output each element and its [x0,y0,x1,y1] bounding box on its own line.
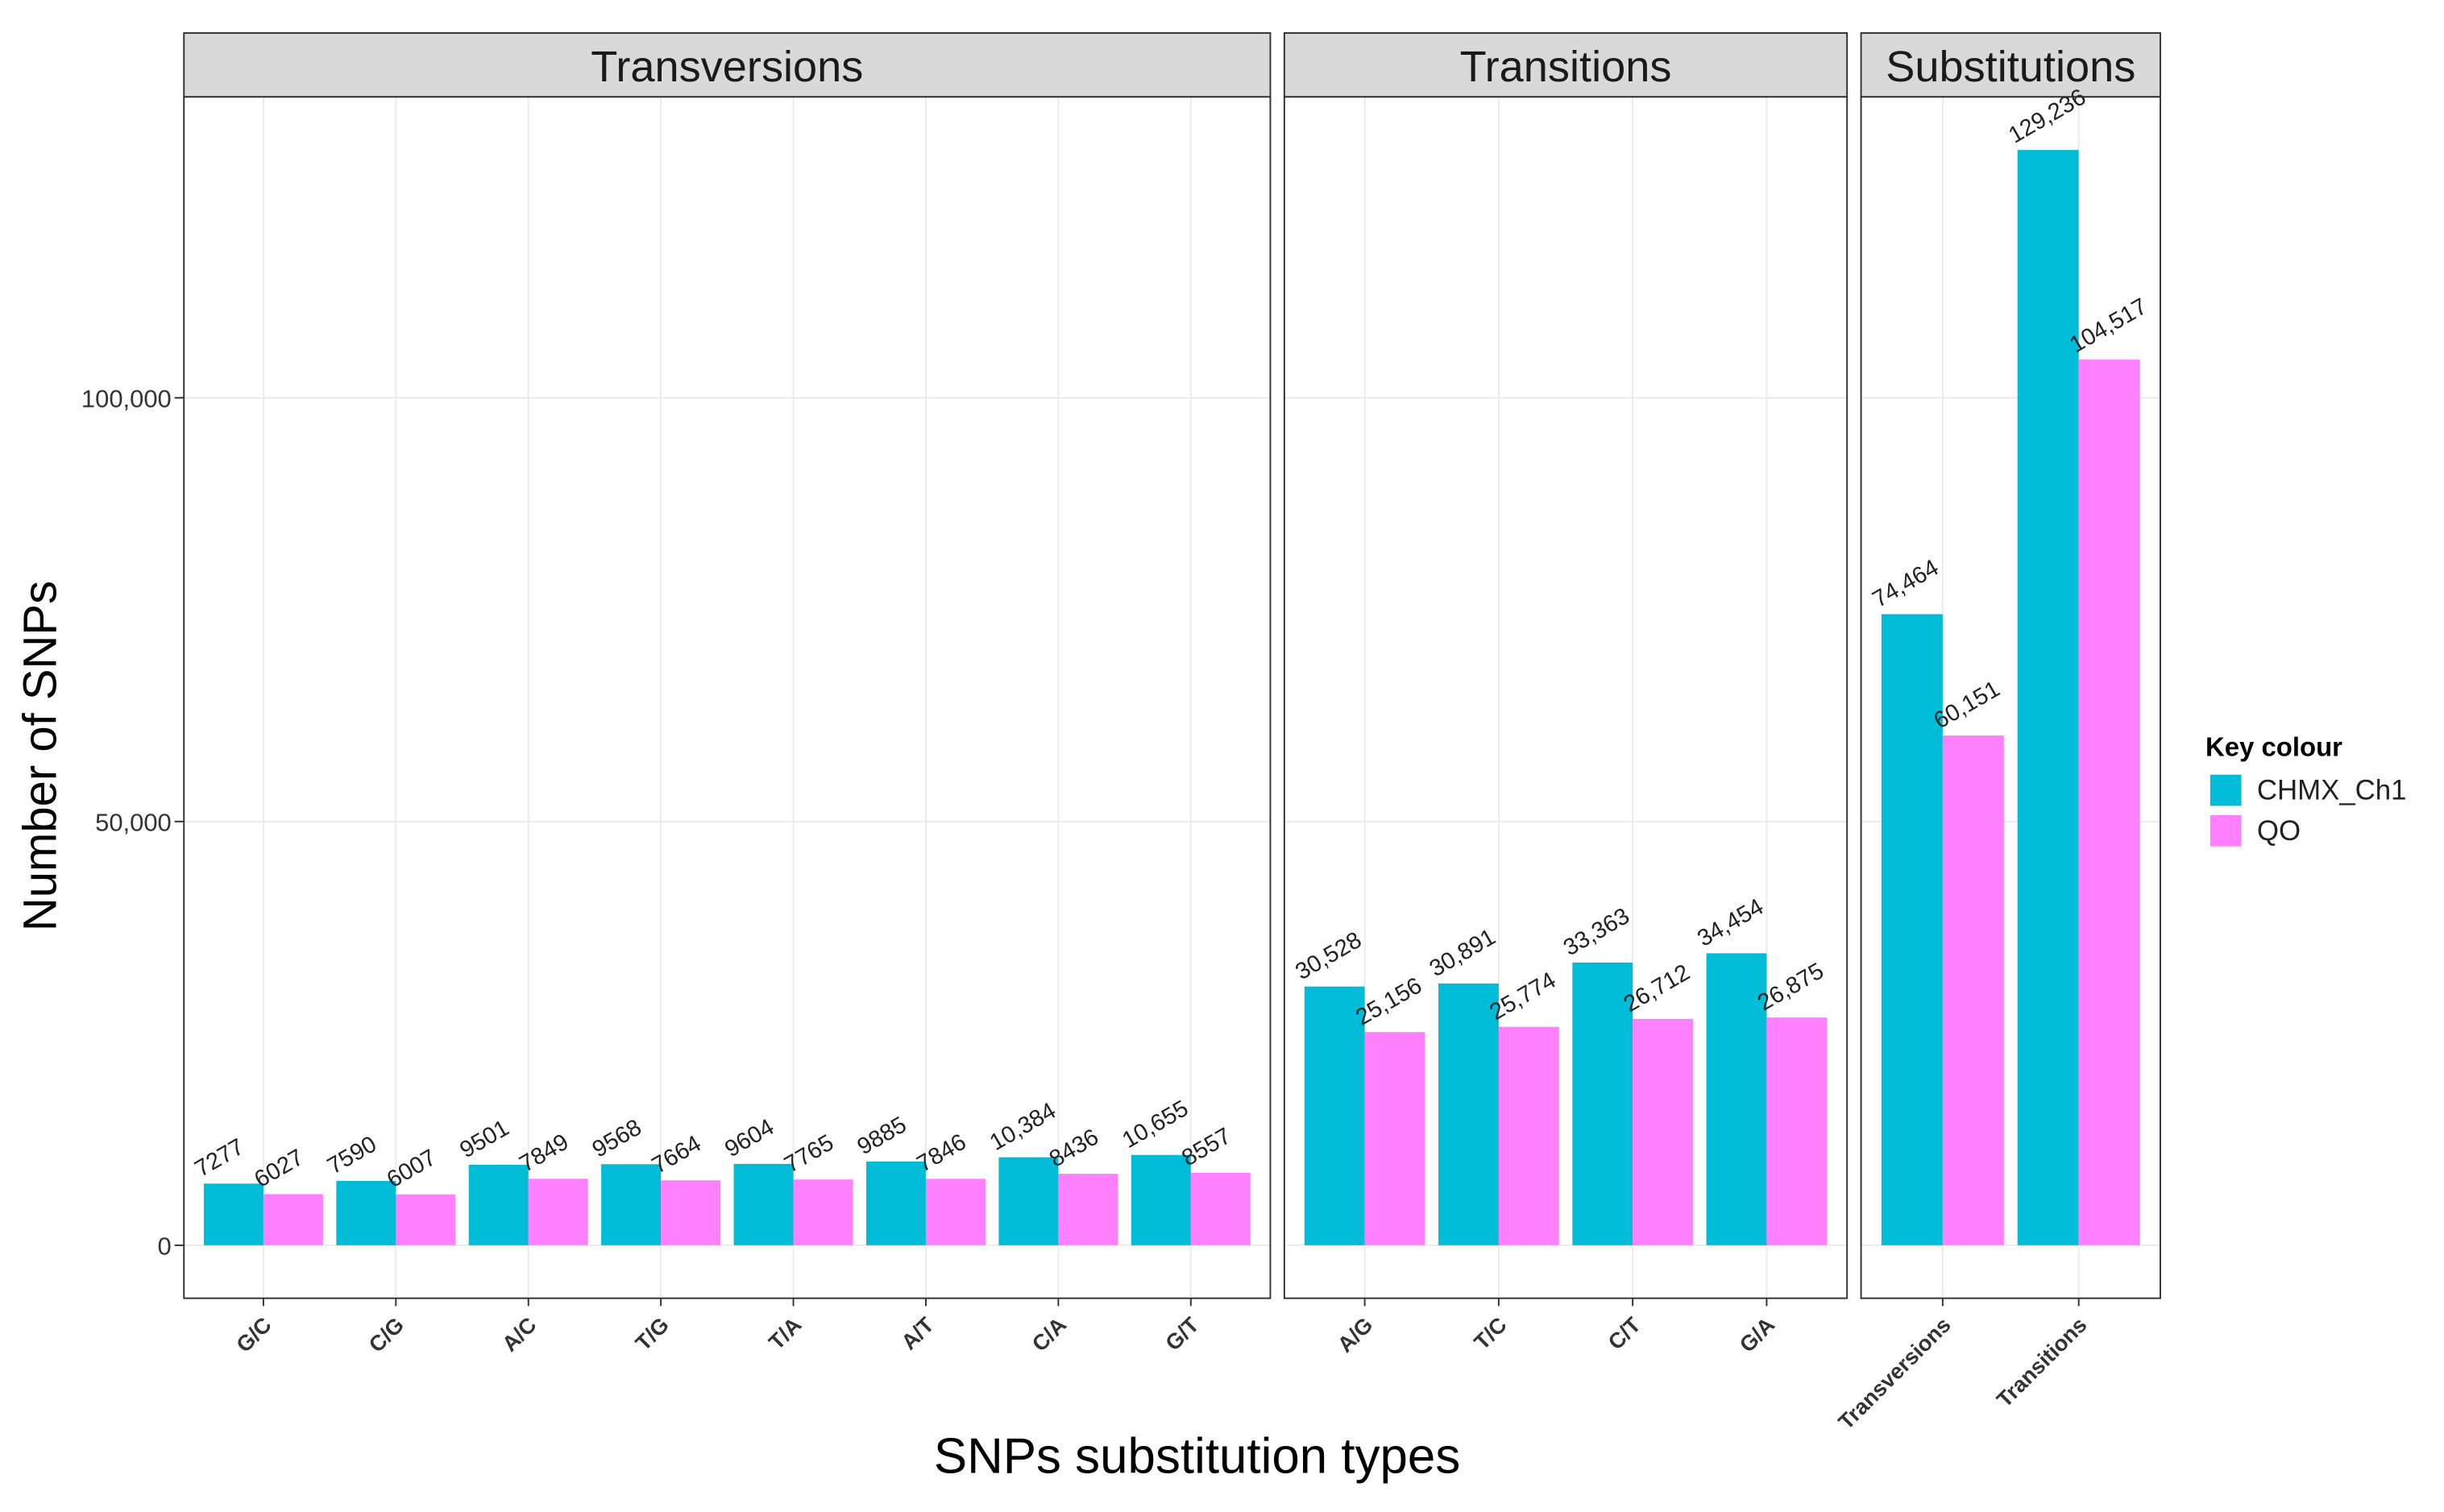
legend-key [2210,774,2242,806]
bar [528,1179,588,1245]
bar [2078,359,2140,1245]
x-tick-label: A/C [497,1312,541,1357]
facet-title: Transversions [591,43,863,91]
bar [336,1181,396,1245]
x-tick-label: C/T [1603,1311,1645,1354]
bar [1766,1017,1828,1245]
x-tick-label: G/A [1734,1312,1779,1357]
bar [263,1194,323,1245]
panel [184,97,1271,1299]
legend-title: Key colour [2205,732,2342,762]
bar [601,1164,662,1245]
x-tick-label: T/C [1469,1312,1512,1355]
x-tick-label: A/G [1333,1312,1378,1357]
bar [733,1163,794,1245]
y-axis-label: Number of SNPs [15,581,67,931]
panel-border [183,96,1272,1299]
legend-label: CHMX_Ch1 [2257,775,2407,806]
bar [1881,614,1943,1245]
bar [1942,735,2004,1245]
x-axis-label: SNPs substitution types [934,1428,1460,1484]
bar [2017,150,2079,1245]
y-tick-label: 50,000 [95,808,172,836]
bar [1364,1032,1425,1245]
x-tick-label: G/C [231,1312,276,1357]
x-tick-label: Transversions [1833,1312,1956,1435]
bar [1190,1172,1251,1245]
facet-title: Substitutions [1886,43,2135,91]
bar [1438,983,1499,1245]
y-tick-label: 100,000 [81,384,172,412]
bar [793,1179,853,1245]
bar [1706,953,1767,1245]
bar [1304,986,1365,1245]
bar [1131,1154,1191,1245]
x-tick-label: T/G [630,1312,674,1356]
bar [998,1157,1059,1245]
bar [1498,1026,1559,1245]
panel-border [1283,96,1849,1299]
bar [468,1164,529,1245]
x-tick-label: T/A [764,1312,807,1355]
facet-title: Transitions [1460,43,1672,91]
x-tick-label: Transitions [1991,1312,2091,1412]
strip [183,32,1272,98]
strip [1860,32,2161,98]
bar [925,1179,985,1245]
legend-key [2210,815,2242,847]
y-tick-label: 0 [158,1232,172,1260]
x-tick-label: C/G [363,1312,409,1357]
bar [1633,1018,1693,1245]
panel-border [1860,96,2161,1299]
bar [865,1161,926,1245]
bar [203,1183,263,1245]
x-tick-label: C/A [1027,1312,1071,1357]
x-tick-label: A/T [896,1311,939,1354]
strip [1283,32,1849,98]
legend-label: QO [2257,815,2301,847]
bar [661,1180,721,1245]
bar [1572,962,1633,1245]
x-tick-label: G/T [1160,1311,1204,1355]
bar [1058,1174,1118,1245]
bar [396,1194,456,1245]
